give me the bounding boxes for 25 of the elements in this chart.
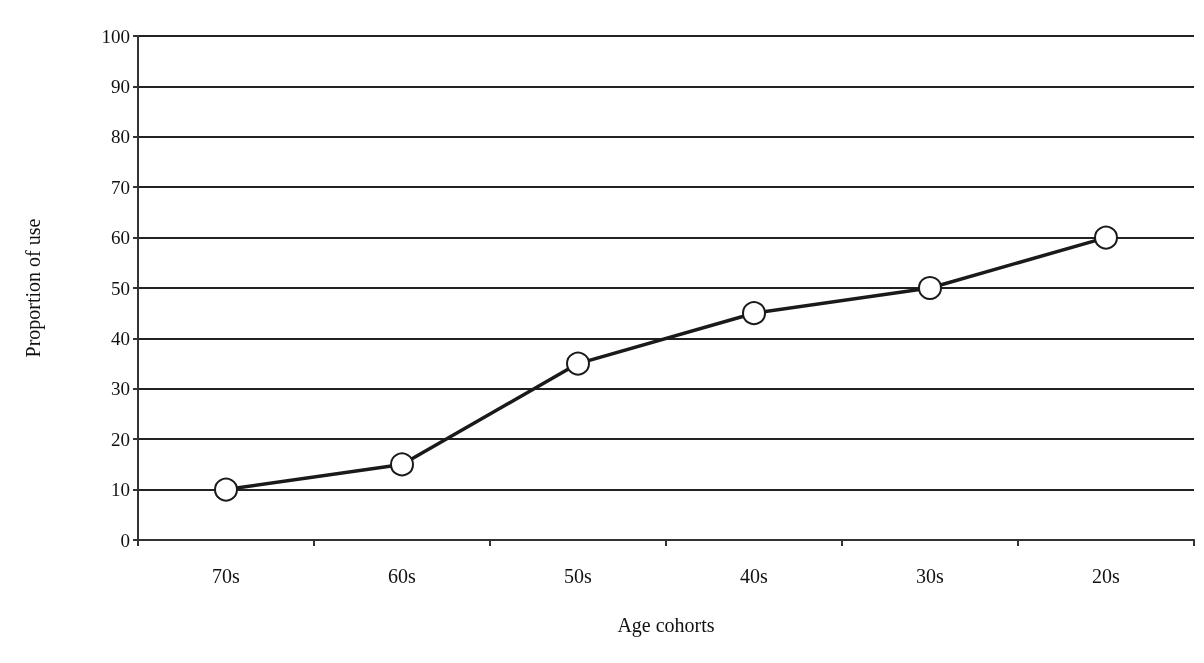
y-tick-label: 90 <box>111 75 130 97</box>
x-axis-title: Age cohorts <box>617 614 715 637</box>
x-tick-label: 50s <box>564 565 593 587</box>
point <box>390 452 414 477</box>
y-axis-title: Proportion of use <box>22 218 45 358</box>
x-tick-label: 60s <box>388 565 417 587</box>
point <box>1094 225 1118 250</box>
x-tick-label: 40s <box>740 565 769 587</box>
y-tick-label: 70 <box>111 176 130 198</box>
y-tick-label: 50 <box>111 277 130 299</box>
y-tick-label: 20 <box>111 428 130 450</box>
point <box>566 351 590 376</box>
point <box>214 477 238 502</box>
y-tick-label: 10 <box>111 479 130 501</box>
x-tick-label: 30s <box>916 565 945 587</box>
x-tick-label: 70s <box>212 565 241 587</box>
y-tick-label: 80 <box>111 126 130 148</box>
y-tick-label: 60 <box>111 227 130 249</box>
point <box>918 276 942 300</box>
x-tick-label: 20s <box>1092 565 1121 587</box>
y-tick-label: 30 <box>111 378 130 400</box>
point <box>742 301 766 326</box>
y-tick-label: 0 <box>120 529 130 551</box>
y-tick-label: 100 <box>101 25 130 47</box>
y-tick-label: 40 <box>111 327 130 349</box>
